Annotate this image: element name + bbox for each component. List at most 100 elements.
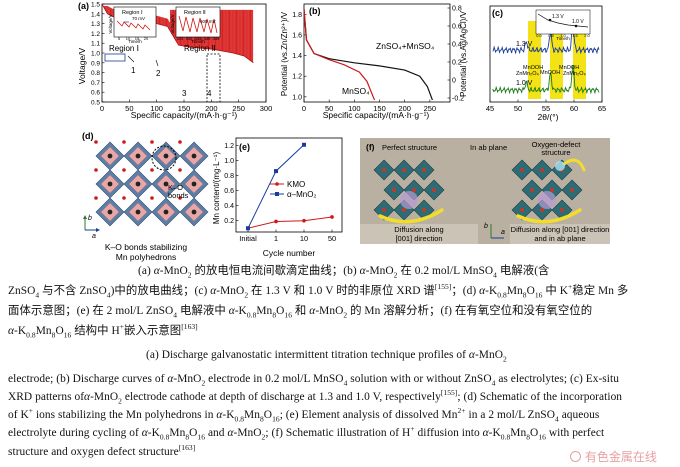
o-atom	[150, 140, 154, 144]
peak-label-b1: ZnMn₂O₄	[516, 71, 539, 77]
mn-atom	[402, 208, 406, 212]
cap-sub: 16	[63, 330, 72, 340]
cap-part: O	[530, 427, 539, 439]
cap-part: α	[482, 427, 489, 439]
y-tick-right-label: -0.2	[452, 96, 464, 103]
mn-atom	[520, 208, 524, 212]
mn-atom	[422, 208, 426, 212]
diffusion-path	[378, 208, 444, 224]
cap-part: 与不含 ZnSO	[42, 285, 107, 297]
cap-part: -K	[485, 285, 498, 297]
xrd-series-0	[492, 23, 600, 55]
panel-e-legend: KMO α–MnO₂	[270, 180, 317, 199]
panel-b: (b) Potential (vs.Zn/Zn²⁺)/V Potential (…	[280, 0, 470, 126]
panel-b-ylabel-right: Potential (vs.Ag/AgCl)/V	[459, 10, 468, 96]
cap-sub: 16	[534, 290, 543, 300]
inset2-xlabel: Time/h	[191, 39, 205, 44]
y-tick-label: 1.0	[292, 94, 302, 101]
peak-label-t3: MnOOH	[559, 65, 579, 71]
x-tick-label: 0	[100, 104, 104, 113]
inset-xtick: 2.0	[584, 33, 590, 38]
o-atom	[178, 168, 182, 172]
cap-part: -MnO	[90, 391, 119, 403]
cap-part: -MnO	[159, 265, 188, 277]
panel-d-caption-2: Mn polyhedrons	[116, 252, 176, 262]
k-ion	[135, 209, 141, 215]
cap-part: electrolyte during cycling of	[8, 427, 139, 439]
mn-atom	[392, 188, 396, 192]
cap-part: Mn	[506, 285, 523, 297]
mn-atom	[382, 208, 386, 212]
cap-part: -K	[234, 305, 247, 317]
cap-sub: 2	[244, 290, 249, 300]
cap-part: ；(d)	[451, 285, 477, 297]
cap-part: O	[263, 409, 273, 421]
k-ion	[163, 153, 169, 159]
y-tick-label: 1.2	[292, 74, 302, 81]
panel-b-xticks: 0 50 100 150 200 250	[302, 99, 437, 113]
cap-sub: 16	[197, 432, 206, 442]
cap-part: -MnO	[474, 349, 503, 361]
cap-part: 中 K	[545, 285, 568, 297]
cap-sub: 8	[526, 432, 531, 442]
mn-atom	[560, 208, 564, 212]
x-tick-label: 250	[424, 104, 437, 113]
series-line-0	[247, 216, 333, 229]
y-tick-label: 1.6	[292, 32, 302, 39]
panel-d-letter: (d)	[82, 131, 94, 141]
y-tick-label: 1.1	[91, 41, 100, 48]
y-tick-label: 1.4	[91, 11, 100, 18]
cap-part: O	[55, 325, 64, 337]
k-ion	[163, 209, 169, 215]
cap-part: as electrolytes; (c) Ex-situ	[498, 373, 619, 385]
cap-part: of K	[8, 409, 29, 421]
y-tick-right-label: 0.2	[452, 60, 462, 67]
cap-sub: 4	[106, 290, 111, 300]
cap-part: α	[227, 427, 234, 439]
panel-b-plot-frame	[303, 3, 451, 103]
cap-part: XRD patterns of	[8, 391, 85, 403]
panel-e-ylabel: Mn content/(mg·L⁻¹)	[212, 152, 221, 225]
cap-sub: 0.8	[246, 310, 257, 320]
y-tick-label: 1.0	[224, 158, 234, 165]
peak-label-t1: MnOOH	[523, 65, 543, 71]
diffusion-path	[516, 208, 582, 224]
inset-xtick: 0.5	[548, 33, 554, 38]
data-point	[302, 218, 306, 223]
tunnel-cavity	[400, 191, 418, 209]
panel-c-svg: (c) 45 50 55 60 65 1.3 V 1.0 V 0.0 0.5 1.0 1.5 2…	[486, 5, 606, 122]
cap-part: electrode; (b) Discharge curves of	[8, 373, 165, 385]
y-tick-right-label: 0.8	[452, 6, 462, 13]
ko-label-1: K–O	[168, 183, 183, 192]
cap-sup: +	[410, 424, 415, 434]
f-axis-b: b	[484, 223, 488, 230]
y-tick-label: 1.0	[91, 51, 100, 58]
panel-a-xticks: 0 50 100 150 200 250 300	[100, 99, 272, 113]
cap-part: α	[153, 265, 160, 277]
o-atom	[122, 140, 126, 144]
cap-part: Mn	[35, 325, 52, 337]
cap-part: 在 0.2 mol/L MnSO	[400, 265, 494, 277]
k-ion	[107, 209, 113, 215]
inset1-xtick: 15	[135, 36, 140, 41]
y-tick-label: 1.8	[292, 12, 302, 19]
cap-part: )中的放电曲线；(c)	[110, 285, 208, 297]
inset1-xtick: 5	[118, 36, 121, 41]
cap-part: 结构中 H	[74, 325, 120, 337]
structure-perfect	[373, 159, 445, 224]
cap-part: 嵌入示意图	[124, 325, 182, 337]
caption-en-line-3: XRD patterns ofα-MnO2 electrode cathode …	[8, 388, 622, 407]
mn-atom	[540, 208, 544, 212]
k-ion	[107, 153, 113, 159]
mark-1: 1	[131, 66, 136, 75]
x-tick-label: 1	[274, 234, 278, 243]
inset-xtick: 0.0	[536, 33, 542, 38]
cap-ref: [163]	[178, 443, 196, 453]
inset1-xlabel: Time/h	[128, 39, 142, 44]
label-1p0v: 1.0 V	[516, 80, 533, 87]
cap-sub: 2	[187, 270, 192, 280]
watermark-text: 有色金属在线	[584, 450, 657, 464]
x-tick-label: 50	[514, 104, 522, 113]
k-ion	[135, 181, 141, 187]
axis-a: a	[92, 233, 96, 240]
